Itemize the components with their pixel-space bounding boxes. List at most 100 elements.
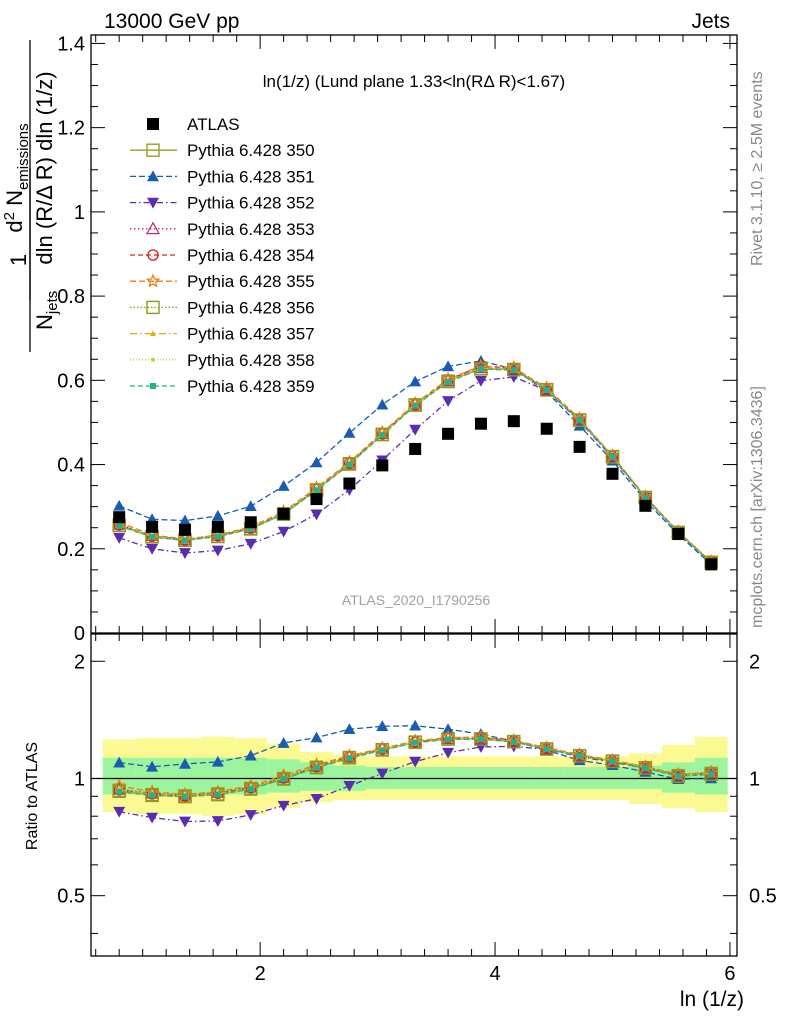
- data-point: [376, 459, 389, 472]
- data-point: [507, 415, 520, 428]
- data-point: [244, 538, 257, 550]
- data-point: [147, 170, 159, 182]
- legend-item: Pythia 6.428 358: [130, 351, 315, 370]
- data-point: [705, 558, 718, 571]
- data-point: [343, 723, 356, 735]
- data-point: [342, 751, 357, 765]
- ratio-y-tick-label-left: 1: [74, 768, 85, 790]
- stat-uncertainty-band: [628, 765, 662, 789]
- data-point: [113, 533, 126, 544]
- data-point: [146, 300, 160, 315]
- data-point: [708, 771, 715, 778]
- data-point: [409, 442, 422, 455]
- data-point: [375, 427, 389, 442]
- legend-label: ATLAS: [187, 115, 240, 134]
- ratio-y-axis-label: Ratio to ATLAS: [24, 742, 41, 850]
- data-point: [310, 793, 323, 805]
- data-point: [408, 398, 422, 412]
- legend-label: Pythia 6.428 353: [187, 220, 315, 239]
- main-y-tick-label: 0.8: [57, 286, 85, 308]
- main-y-tick-label: 0.6: [57, 370, 85, 392]
- data-point: [639, 499, 652, 512]
- data-point: [310, 456, 323, 468]
- legend-item: Pythia 6.428 354: [130, 246, 315, 265]
- ratio-y-tick-label-right: 2: [749, 651, 760, 673]
- data-point: [277, 480, 290, 491]
- ylabel-frac-num: 1: [6, 254, 31, 266]
- data-point: [280, 776, 287, 783]
- data-point: [609, 453, 616, 460]
- main-plot-panel: 0 0.2 0.4 0.6 0.8 1 1.2 1.4 ln(1/z) (Lund plane…: [57, 33, 738, 645]
- data-point: [510, 739, 517, 746]
- watermark: ATLAS_2020_I1790256: [342, 592, 491, 608]
- data-point: [247, 525, 254, 532]
- data-point: [181, 537, 188, 544]
- data-point: [409, 424, 422, 436]
- data-point: [540, 422, 553, 435]
- data-point: [214, 533, 221, 540]
- data-point: [178, 523, 191, 536]
- ratio-y-tick-label-right: 1: [749, 768, 760, 790]
- data-point: [441, 374, 455, 389]
- data-point: [540, 383, 554, 397]
- data-point: [146, 812, 159, 824]
- legend: ATLAS Pythia 6.428 350 Pythia 6.428 351 Pyt…: [130, 115, 315, 396]
- data-point: [211, 755, 224, 767]
- data-point: [147, 249, 159, 261]
- ratio-y-tick-label-right: 0.5: [749, 886, 777, 908]
- legend-item: Pythia 6.428 355: [130, 272, 315, 291]
- mcplots-label: mcplots.cern.ch [arXiv:1306.3436]: [749, 386, 766, 628]
- data-point: [342, 457, 357, 471]
- legend-item: ATLAS: [147, 115, 240, 134]
- legend-item: Pythia 6.428 353: [130, 220, 315, 239]
- legend-label: Pythia 6.428 357: [187, 325, 315, 344]
- legend-item: Pythia 6.428 352: [130, 194, 315, 213]
- main-y-tick-label: 1.4: [57, 33, 85, 55]
- x-tick-label: 6: [724, 963, 735, 985]
- data-point: [572, 413, 587, 428]
- ratio-series-layer: [111, 719, 719, 828]
- data-point: [606, 467, 619, 480]
- data-point: [146, 760, 159, 772]
- legend-item: Pythia 6.428 356: [130, 298, 315, 317]
- data-point: [408, 735, 422, 750]
- data-point: [145, 221, 161, 235]
- legend-item: Pythia 6.428 359: [130, 377, 315, 396]
- ratio-y-tick-label-left: 2: [74, 651, 85, 673]
- data-point: [277, 507, 290, 520]
- data-point: [638, 761, 653, 775]
- data-point: [214, 791, 221, 798]
- data-point: [211, 520, 224, 533]
- data-point: [605, 450, 620, 464]
- data-point: [442, 360, 455, 372]
- data-point: [576, 417, 583, 424]
- data-point: [150, 330, 156, 337]
- data-point: [642, 494, 649, 501]
- main-series-layer: [111, 354, 719, 571]
- data-point: [244, 516, 257, 529]
- data-point: [244, 500, 257, 512]
- data-point: [181, 793, 188, 800]
- data-point: [309, 760, 324, 775]
- header-right: Jets: [691, 10, 730, 33]
- legend-label: Pythia 6.428 359: [187, 377, 315, 396]
- data-point: [442, 747, 455, 759]
- legend-item: Pythia 6.428 357: [130, 325, 315, 344]
- main-plot-title: ln(1/z) (Lund plane 1.33<ln(RΔ R)<1.67): [263, 72, 565, 91]
- data-point: [375, 743, 389, 757]
- main-axes: 0 0.2 0.4 0.6 0.8 1 1.2 1.4: [57, 33, 737, 645]
- data-point: [313, 764, 320, 771]
- data-point: [310, 493, 323, 506]
- data-point: [343, 477, 356, 490]
- data-point: [442, 427, 455, 440]
- main-y-tick-label: 0.4: [57, 455, 85, 477]
- data-point: [310, 731, 323, 743]
- ylabel-denominator: dln (R/Δ R) dln (1/z): [32, 71, 57, 264]
- data-point: [145, 273, 161, 288]
- data-point: [474, 417, 487, 430]
- ratio-plot-frame: [90, 633, 738, 957]
- data-point: [149, 792, 156, 799]
- data-point: [507, 372, 520, 383]
- data-point: [244, 810, 257, 821]
